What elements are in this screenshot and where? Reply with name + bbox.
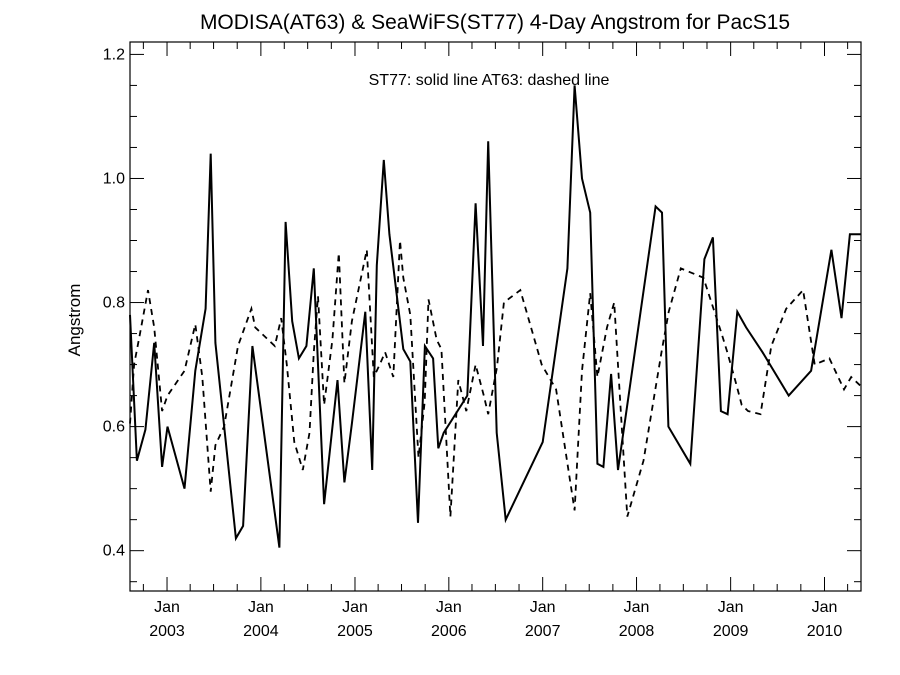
x-tick-label-month: Jan: [812, 599, 838, 616]
y-tick-label: 1.2: [103, 46, 125, 63]
x-tick-label-year: 2009: [713, 623, 749, 640]
x-tick-label-year: 2003: [149, 623, 185, 640]
axes: 0.4 0.6 0.8 1.0 1.2 Jan 2003 Jan 2004 Jan 2005 Jan 2…: [103, 42, 861, 640]
x-tick-label-month: Jan: [530, 599, 556, 616]
x-tick-label-year: 2008: [619, 623, 655, 640]
x-tick-label-month: Jan: [154, 599, 180, 616]
y-tick-label: 0.4: [103, 543, 125, 560]
x-tick-label-month: Jan: [248, 599, 274, 616]
x-tick-label-year: 2004: [243, 623, 279, 640]
series-line-at63: [129, 240, 862, 517]
x-tick-label-month: Jan: [624, 599, 650, 616]
x-tick-label-year: 2010: [807, 623, 843, 640]
y-tick-label: 0.8: [103, 295, 125, 312]
chart-title: MODISA(AT63) & SeaWiFS(ST77) 4-Day Angst…: [200, 11, 790, 34]
x-tick-label-year: 2006: [431, 623, 467, 640]
series-line-st77: [129, 85, 861, 548]
y-axis-label: Angstrom: [65, 284, 84, 357]
x-tick-label-month: Jan: [718, 599, 744, 616]
y-tick-label: 1.0: [103, 170, 125, 187]
series-layer: [129, 85, 862, 548]
x-tick-label-month: Jan: [436, 599, 462, 616]
x-tick-label-month: Jan: [342, 599, 368, 616]
plot-frame: [129, 41, 862, 592]
legend-annotation: ST77: solid line AT63: dashed line: [369, 72, 610, 89]
x-tick-label-year: 2005: [337, 623, 373, 640]
x-tick-label-year: 2007: [525, 623, 561, 640]
y-tick-label: 0.6: [103, 419, 125, 436]
